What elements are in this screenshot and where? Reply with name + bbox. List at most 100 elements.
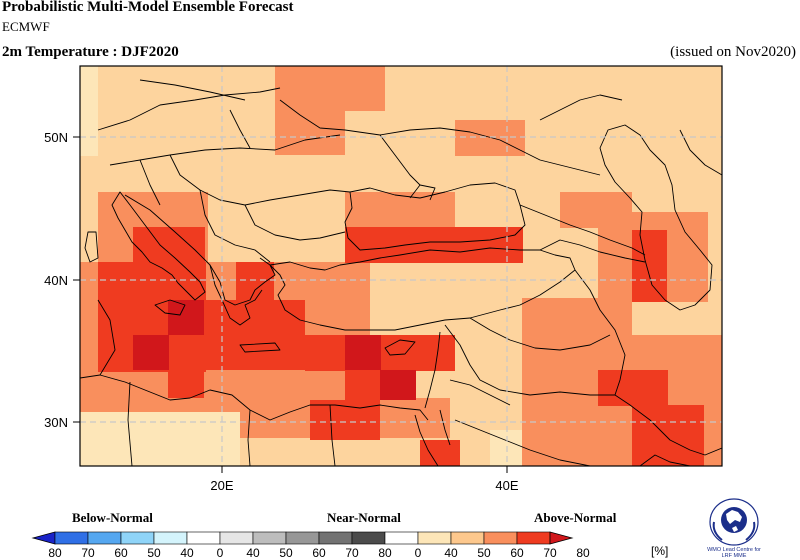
coast-n-africa <box>80 374 429 421</box>
prob-cell <box>345 335 381 370</box>
border <box>539 239 646 263</box>
border <box>139 79 246 101</box>
coast-crimea <box>409 184 436 201</box>
legend-tick-label: 0 <box>216 546 224 560</box>
prob-cell <box>133 227 205 263</box>
legend-swatch <box>384 531 419 545</box>
legend-unit: [%] <box>651 544 669 558</box>
legend-tick-label: 40 <box>180 546 194 560</box>
legend-tick-label: 50 <box>477 546 491 560</box>
legend-tick-label: 0 <box>414 546 422 560</box>
coast-gulf-s <box>639 454 691 466</box>
lat-tick-40n: 40N <box>44 273 68 288</box>
legend-swatch <box>120 531 155 545</box>
legend-swatch <box>450 531 485 545</box>
coast-sicily <box>154 299 186 316</box>
legend-above-normal: Above-Normal <box>534 510 617 525</box>
prob-cell <box>380 370 416 400</box>
coast-caspian <box>599 124 713 311</box>
legend-tick-label: 70 <box>81 546 95 560</box>
legend-tick-label: 50 <box>279 546 293 560</box>
legend-tick-label: 60 <box>510 546 524 560</box>
border <box>139 159 161 206</box>
legend-tick-label: 80 <box>576 546 590 560</box>
prob-cell <box>133 335 169 370</box>
coast-red-sea <box>414 414 439 466</box>
legend-tick-label: 40 <box>246 546 260 560</box>
border <box>679 129 722 176</box>
legend-arrow-left <box>31 531 56 545</box>
legend-swatch <box>483 531 518 545</box>
coast-turkey <box>269 247 576 331</box>
border <box>247 409 251 466</box>
prob-cell <box>420 440 460 466</box>
prob-cell <box>275 105 345 155</box>
legend-near-normal: Near-Normal <box>327 510 401 525</box>
prob-cell <box>345 192 455 232</box>
border <box>379 134 421 186</box>
coast-adriatic <box>124 194 276 306</box>
coast-greece <box>209 264 263 326</box>
lon-tick-20e: 20E <box>210 478 233 493</box>
coast-levant <box>424 331 441 409</box>
prob-cell <box>455 120 525 156</box>
prob-cell <box>345 227 523 263</box>
coast-sardinia <box>84 231 99 263</box>
legend-swatch <box>252 531 287 545</box>
border <box>199 189 271 263</box>
legend-swatch <box>516 531 551 545</box>
legend-below-normal: Below-Normal <box>72 510 153 525</box>
issued-label: (issued on Nov2020) <box>670 44 796 60</box>
center-name: ECMWF <box>2 19 50 34</box>
border <box>329 404 336 466</box>
border <box>499 139 601 176</box>
logo-line2: LRF MME <box>721 553 747 559</box>
border <box>539 94 623 121</box>
prob-cell <box>632 230 667 302</box>
coast-black-sea <box>344 182 526 251</box>
lat-tick-30n: 30N <box>44 415 68 430</box>
prob-cell <box>205 300 305 370</box>
border <box>97 299 116 376</box>
variable-label: 2m Temperature : DJF2020 <box>2 44 179 60</box>
legend-tick-label: 60 <box>312 546 326 560</box>
border <box>574 269 626 396</box>
border <box>449 379 511 406</box>
legend-swatch <box>87 531 122 545</box>
legend-swatch <box>219 531 254 545</box>
legend-swatch <box>351 531 386 545</box>
prob-cell <box>168 370 204 398</box>
border <box>469 317 611 351</box>
legend-tick-label: 80 <box>48 546 62 560</box>
border <box>127 381 133 466</box>
legend-tick-label: 40 <box>444 546 458 560</box>
coast-crete <box>239 342 281 353</box>
border <box>244 204 346 241</box>
border <box>229 109 251 149</box>
legend-colorbar <box>31 531 574 545</box>
legend-tick-label: 70 <box>543 546 557 560</box>
chart-title: Probabilistic Multi-Model Ensemble Forec… <box>2 0 294 15</box>
legend-swatch <box>285 531 320 545</box>
prob-cell <box>598 370 668 406</box>
border <box>519 204 646 256</box>
legend-swatch <box>54 531 89 545</box>
border <box>97 87 281 131</box>
prob-cell <box>236 262 274 302</box>
legend-swatch <box>186 531 221 545</box>
wmo-logo-icon <box>709 498 759 546</box>
prob-cell <box>275 66 385 111</box>
coast-aqaba <box>439 409 451 446</box>
logo-line1: WMO Lead Centre for <box>707 547 761 553</box>
legend-swatch <box>417 531 452 545</box>
coast-italy <box>111 191 206 301</box>
legend-tick-label: 50 <box>147 546 161 560</box>
border <box>454 419 591 466</box>
lat-tick-50n: 50N <box>44 130 68 145</box>
prob-cell <box>80 66 98 156</box>
legend-tick-label: 70 <box>345 546 359 560</box>
legend-swatch <box>318 531 353 545</box>
lon-tick-40e: 40E <box>495 478 518 493</box>
prob-cell <box>168 300 204 335</box>
